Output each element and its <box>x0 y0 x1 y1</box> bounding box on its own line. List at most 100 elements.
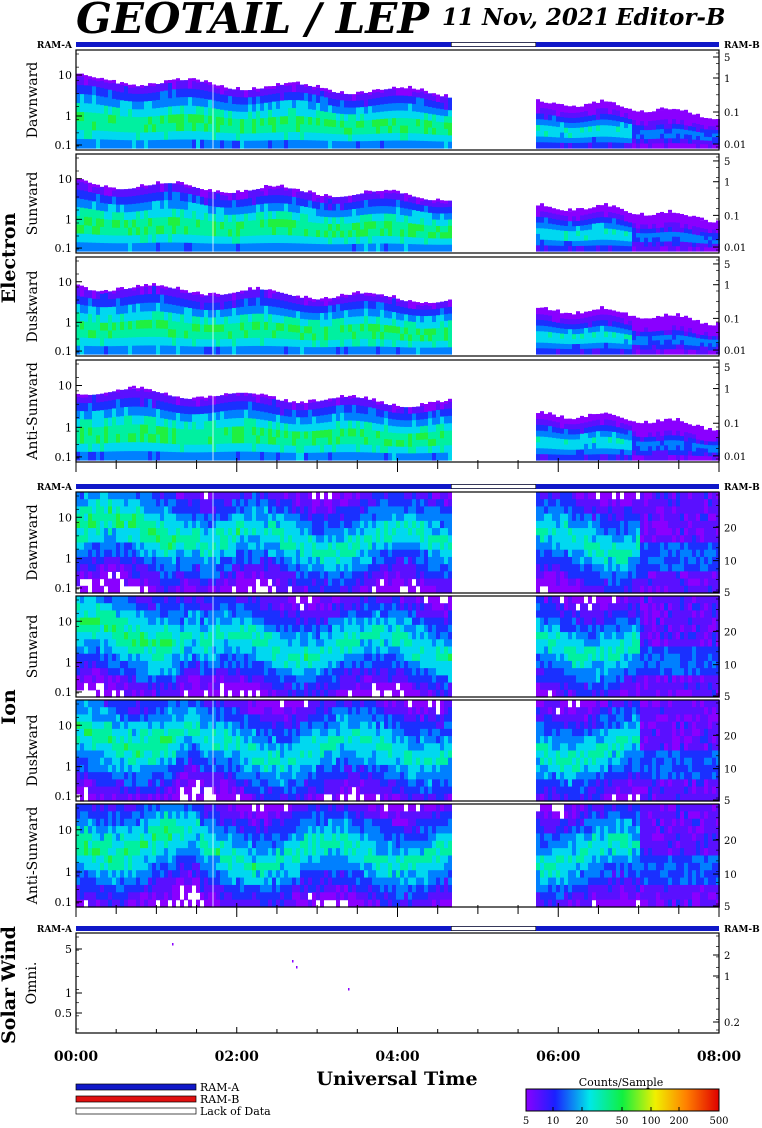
panel-label: Duskward <box>25 271 41 343</box>
colorbar-tick-label: 500 <box>709 1116 728 1127</box>
legend-swatch <box>75 1083 197 1091</box>
panel-label: Sunward <box>25 172 41 236</box>
legend-swatch <box>75 1107 197 1115</box>
left-tick-label: 10 <box>58 173 72 186</box>
right-tick-label: 5 <box>724 796 730 807</box>
left-tick-label: 1 <box>65 761 72 774</box>
colorbar-title: Counts/Sample <box>579 1076 664 1089</box>
right-tick-label: 1 <box>724 281 730 292</box>
left-tick-label: 10 <box>58 511 72 524</box>
ram-b-label: RAM-B <box>724 483 760 493</box>
group-label: Solar Wind <box>0 926 20 1044</box>
left-tick-label: 10 <box>58 615 72 628</box>
colorbar-tick-label: 5 <box>523 1116 529 1127</box>
panel-label: Dawnward <box>25 62 41 139</box>
ram-bar <box>76 484 719 489</box>
chart-editor: Editor-B <box>616 4 726 31</box>
ram-b-label: RAM-B <box>724 925 760 935</box>
left-tick-label: 1 <box>65 866 72 879</box>
panel-frame <box>75 153 720 254</box>
right-tick-label: 0.01 <box>724 243 746 254</box>
x-tick-label: 06:00 <box>536 1049 580 1065</box>
group-label: Ion <box>0 689 20 725</box>
right-tick-label: 5 <box>724 157 730 168</box>
colorbar-tick-label: 10 <box>547 1116 560 1127</box>
left-tick-label: 10 <box>58 276 72 289</box>
legend-label: RAM-A <box>200 1081 240 1094</box>
x-tick-label: 04:00 <box>375 1049 419 1065</box>
panel-label: Omni. <box>24 962 40 1005</box>
right-tick-label: 1 <box>724 74 730 85</box>
x-tick-label: 00:00 <box>54 1049 98 1065</box>
panel-label: Sunward <box>25 615 41 679</box>
panel-label: Duskward <box>25 715 41 787</box>
ram-a-label: RAM-A <box>37 925 73 935</box>
left-tick-label: 1 <box>65 987 72 1000</box>
ion-spectrum-panel <box>76 596 720 698</box>
x-tick-label: 08:00 <box>697 1049 741 1065</box>
ram-a-label: RAM-A <box>37 483 73 493</box>
right-tick-label: 20 <box>724 731 737 742</box>
left-tick-label: 1 <box>65 213 72 226</box>
left-tick-label: 10 <box>58 719 72 732</box>
x-axis-label: Universal Time <box>316 1068 477 1090</box>
right-tick-label: 5 <box>724 692 730 703</box>
right-tick-label: 5 <box>724 588 730 599</box>
x-tick-label: 02:00 <box>215 1049 259 1065</box>
ram-bar <box>76 42 719 47</box>
solar-wind-points <box>172 943 350 991</box>
colorbar-tick-label: 200 <box>669 1116 688 1127</box>
right-tick-label: 0.2 <box>724 1018 740 1029</box>
right-tick-label: 0.1 <box>724 211 740 222</box>
left-tick-label: 1 <box>65 553 72 566</box>
panel-label: Dawnward <box>25 504 41 581</box>
panel-frame <box>75 699 720 802</box>
left-tick-label: 0.5 <box>55 1007 73 1020</box>
panel-frame <box>75 49 720 151</box>
left-tick-label: 10 <box>58 69 72 82</box>
right-tick-label: 0.01 <box>724 452 746 463</box>
right-tick-label: 10 <box>724 661 737 672</box>
right-tick-label: 10 <box>724 765 737 776</box>
colorbar-tick-label: 20 <box>576 1116 589 1127</box>
left-tick-label: 10 <box>58 824 72 837</box>
left-tick-label: 1 <box>65 110 72 123</box>
electron-spectrum-panel <box>76 385 720 461</box>
panel-frame <box>75 491 720 594</box>
left-tick-label: 0.1 <box>55 242 73 255</box>
electron-spectrum-panel <box>76 283 720 355</box>
right-tick-label: 5 <box>724 363 730 374</box>
electron-spectrum-panel <box>76 73 720 149</box>
right-tick-label: 1 <box>724 385 730 396</box>
left-tick-label: 0.1 <box>55 451 73 464</box>
ram-b-label: RAM-B <box>724 41 760 51</box>
colorbar-tick-label: 50 <box>616 1116 629 1127</box>
legend-label: RAM-B <box>200 1093 239 1106</box>
right-tick-label: 20 <box>724 627 737 638</box>
ion-spectrum-panel <box>76 804 720 908</box>
right-tick-label: 5 <box>724 53 730 64</box>
left-tick-label: 0.1 <box>55 896 73 909</box>
right-tick-label: 0.1 <box>724 108 740 119</box>
right-tick-label: 5 <box>724 902 730 913</box>
left-tick-label: 0.1 <box>55 582 73 595</box>
right-tick-label: 0.01 <box>724 140 746 151</box>
right-tick-label: 10 <box>724 557 737 568</box>
right-tick-label: 2 <box>724 951 730 962</box>
left-tick-label: 1 <box>65 657 72 670</box>
right-tick-label: 1 <box>724 972 730 983</box>
left-tick-label: 5 <box>65 943 72 956</box>
right-tick-label: 10 <box>724 870 737 881</box>
ion-spectrum-panel <box>76 700 720 802</box>
left-tick-label: 0.1 <box>55 686 73 699</box>
right-tick-label: 5 <box>724 260 730 271</box>
right-tick-label: 0.01 <box>724 346 746 357</box>
left-tick-label: 1 <box>65 421 72 434</box>
panel-frame <box>75 256 720 357</box>
right-tick-label: 0.1 <box>724 419 740 430</box>
right-tick-label: 0.1 <box>724 314 740 325</box>
right-tick-label: 1 <box>724 178 730 189</box>
colorbar-tick-label: 100 <box>641 1116 660 1127</box>
legend-swatch <box>75 1095 197 1103</box>
